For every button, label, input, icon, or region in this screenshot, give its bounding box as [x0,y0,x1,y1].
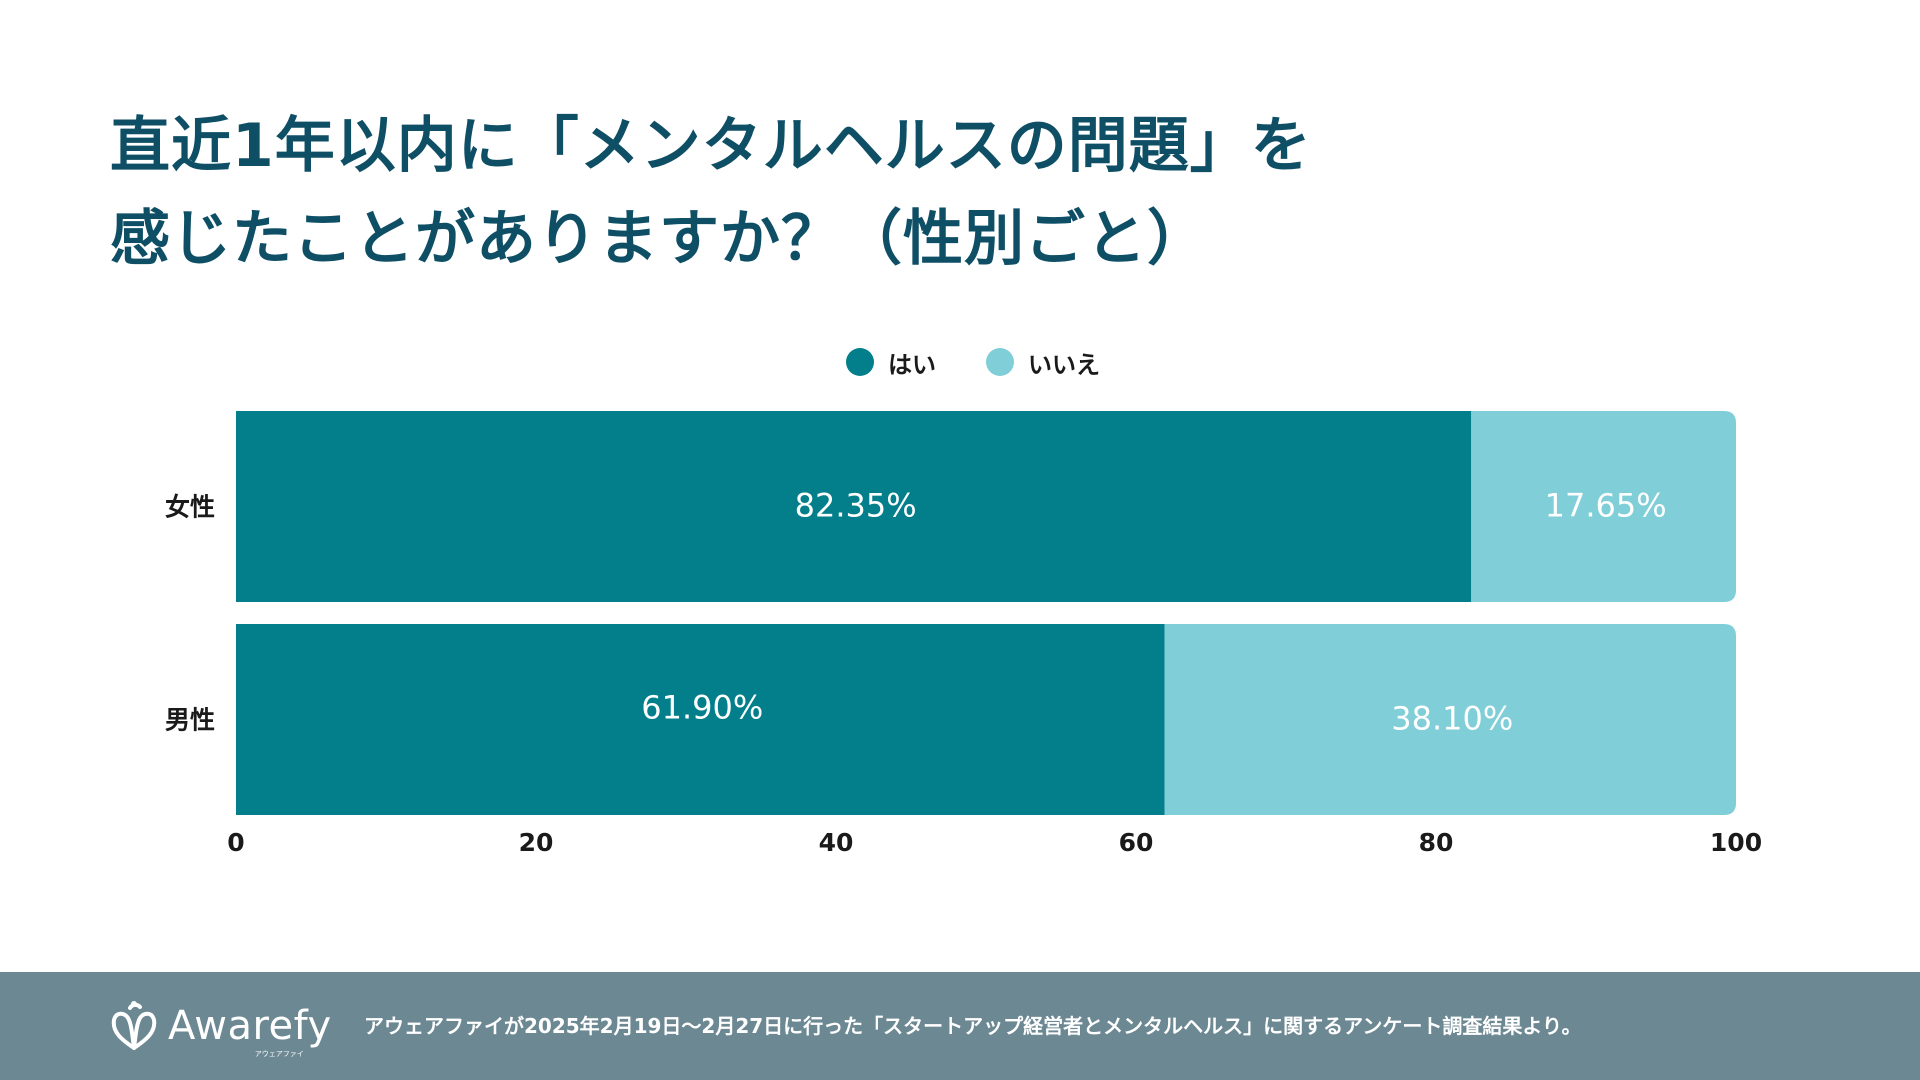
x-tick-60: 60 [1119,828,1154,857]
legend-item-no: いいえ [986,345,1100,380]
awarefy-logo-wordmark: Awarefy アウェアファイ [168,994,332,1058]
legend-item-yes: はい [846,345,936,380]
category-label-female: 女性 [165,493,215,522]
title-line-1: 直近1年以内に「メンタルヘルスの問題」を [110,111,1312,181]
logo-subtext: アウェアファイ [254,1050,304,1058]
category-label-male: 男性 [165,706,215,735]
awarefy-logo-icon [111,1001,157,1050]
legend-swatch-yes [846,348,874,376]
title-line-2: 感じたことがありますか？（性別ごと） [110,204,1208,274]
data-label-female-no: 17.65% [1545,487,1667,525]
awarefy-logo: Awarefy アウェアファイ [106,994,332,1058]
footer: Awarefy アウェアファイ アウェアファイが2025年2月19日〜2月27日… [0,972,1920,1080]
bar-female-no [1471,411,1736,602]
chart-title: 直近1年以内に「メンタルヘルスの問題」を 感じたことがありますか？（性別ごと） [110,100,1610,286]
legend-label-no: いいえ [1028,350,1100,379]
x-tick-0: 0 [227,828,244,857]
x-tick-100: 100 [1710,828,1762,857]
bar-female-yes [236,411,1472,602]
x-tick-40: 40 [819,828,854,857]
x-tick-20: 20 [519,828,554,857]
source-note: アウェアファイが2025年2月19日〜2月27日に行った「スタートアップ経営者と… [364,1014,1582,1038]
bar-male-no [1164,624,1736,815]
legend-swatch-no [986,348,1014,376]
data-label-male-yes: 61.90% [641,689,763,727]
logo-text: Awarefy [168,1003,332,1049]
stacked-bar-chart: 女性 82.35% 17.65% 男性 61.90% 38.10% 0 20 40 60 80 100 [165,411,1762,857]
legend: はい いいえ [846,344,1100,380]
data-label-female-yes: 82.35% [795,487,917,525]
data-label-male-no: 38.10% [1391,700,1513,738]
bar-male-yes [236,624,1165,815]
x-tick-80: 80 [1419,828,1454,857]
legend-label-yes: はい [888,350,936,379]
